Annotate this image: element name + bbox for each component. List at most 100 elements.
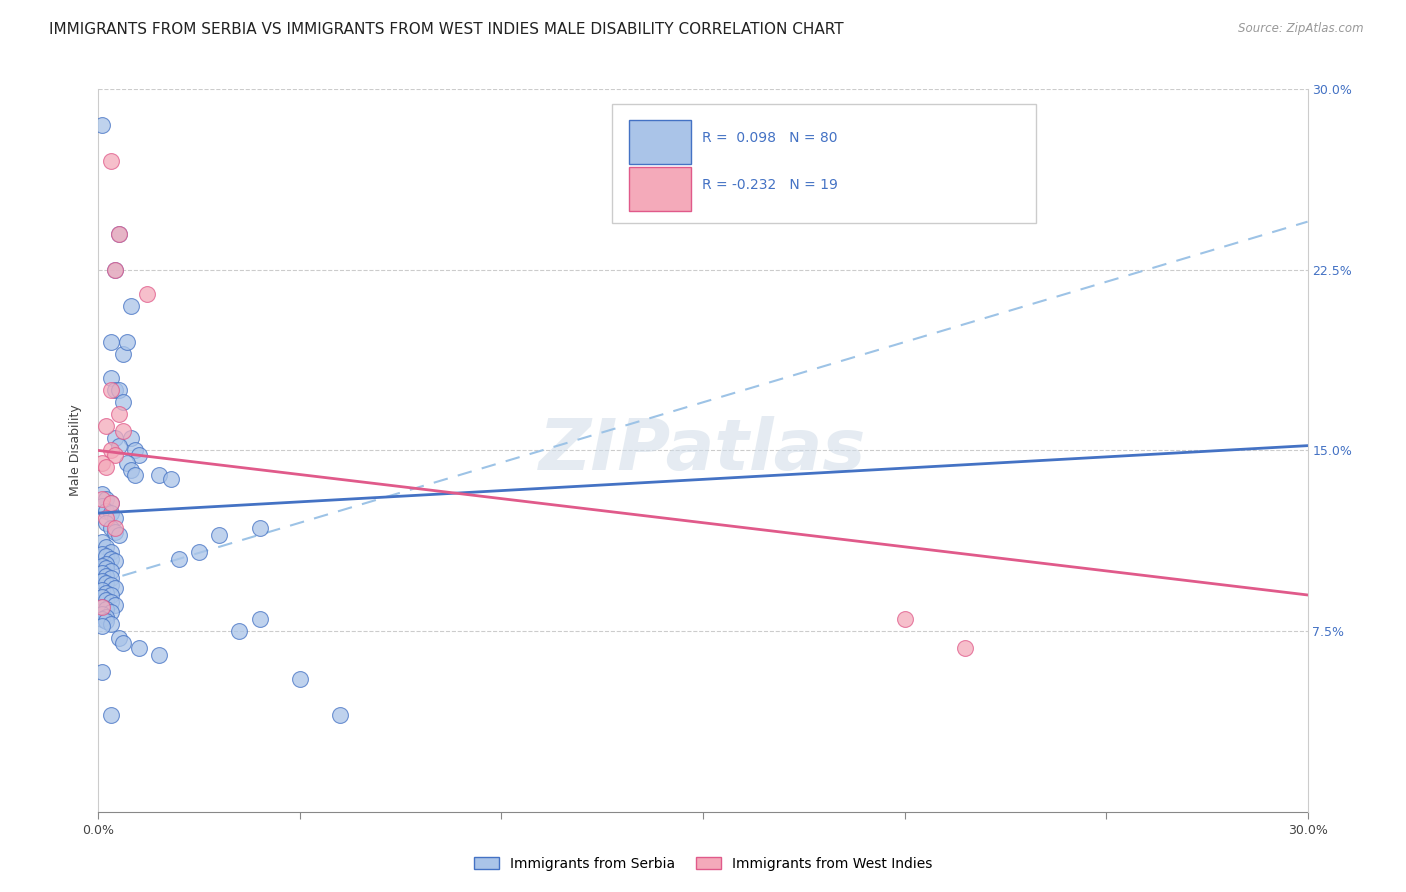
Point — [329, 708, 352, 723]
Point — [96, 549, 118, 564]
Point — [115, 334, 138, 349]
Point — [107, 527, 129, 541]
Point — [100, 595, 122, 609]
Point — [188, 544, 211, 558]
Point — [96, 460, 118, 475]
FancyBboxPatch shape — [630, 120, 690, 163]
Point — [124, 443, 146, 458]
Point — [228, 624, 250, 639]
Point — [111, 347, 134, 361]
Point — [160, 472, 183, 486]
Y-axis label: Male Disability: Male Disability — [69, 405, 83, 496]
Point — [100, 334, 122, 349]
Point — [96, 592, 118, 607]
Point — [96, 511, 118, 525]
Point — [96, 540, 118, 554]
Point — [91, 499, 114, 513]
Point — [100, 520, 122, 534]
Point — [91, 487, 114, 501]
Point — [893, 612, 915, 626]
Point — [91, 591, 114, 605]
Point — [111, 395, 134, 409]
Point — [100, 564, 122, 578]
Point — [111, 424, 134, 438]
Point — [100, 496, 122, 510]
Point — [103, 384, 125, 398]
Text: Source: ZipAtlas.com: Source: ZipAtlas.com — [1239, 22, 1364, 36]
Point — [100, 506, 122, 520]
Point — [100, 544, 122, 558]
Point — [103, 262, 125, 277]
Point — [208, 527, 231, 541]
Point — [148, 648, 170, 662]
Point — [91, 599, 114, 614]
Point — [953, 640, 976, 655]
Point — [91, 665, 114, 679]
Point — [96, 568, 118, 582]
Point — [100, 571, 122, 585]
Point — [96, 503, 118, 517]
Point — [103, 262, 125, 277]
Point — [148, 467, 170, 482]
Point — [96, 516, 118, 530]
Point — [100, 578, 122, 592]
Point — [120, 463, 142, 477]
Point — [249, 520, 271, 534]
Point — [96, 602, 118, 616]
Point — [103, 511, 125, 525]
Point — [100, 496, 122, 510]
Point — [100, 384, 122, 398]
Point — [96, 557, 118, 571]
Point — [120, 431, 142, 445]
Point — [107, 407, 129, 421]
Text: ZIPatlas: ZIPatlas — [540, 416, 866, 485]
Point — [100, 154, 122, 169]
Point — [91, 455, 114, 469]
Point — [100, 443, 122, 458]
Point — [100, 616, 122, 631]
Point — [107, 632, 129, 646]
FancyBboxPatch shape — [630, 167, 690, 211]
Point — [115, 455, 138, 469]
Point — [91, 583, 114, 598]
Point — [91, 547, 114, 561]
Point — [96, 561, 118, 575]
Point — [100, 708, 122, 723]
Point — [103, 554, 125, 568]
Point — [100, 551, 122, 566]
Point — [107, 227, 129, 241]
Point — [107, 384, 129, 398]
Point — [91, 599, 114, 614]
Point — [91, 619, 114, 633]
Point — [96, 615, 118, 629]
Point — [128, 448, 150, 462]
Point — [103, 520, 125, 534]
Point — [128, 640, 150, 655]
Point — [91, 535, 114, 549]
Point — [107, 227, 129, 241]
Point — [100, 588, 122, 602]
Point — [91, 612, 114, 626]
Point — [91, 566, 114, 581]
Point — [100, 371, 122, 385]
Point — [103, 581, 125, 595]
Point — [91, 559, 114, 574]
Point — [96, 609, 118, 624]
Point — [96, 419, 118, 434]
Point — [96, 491, 118, 506]
Point — [167, 551, 190, 566]
Point — [96, 585, 118, 599]
Point — [103, 448, 125, 462]
Point — [91, 607, 114, 622]
Legend: Immigrants from Serbia, Immigrants from West Indies: Immigrants from Serbia, Immigrants from … — [468, 851, 938, 876]
Point — [249, 612, 271, 626]
Point — [288, 673, 311, 687]
FancyBboxPatch shape — [613, 103, 1035, 223]
Point — [135, 286, 157, 301]
Point — [100, 605, 122, 619]
Point — [120, 299, 142, 313]
Point — [103, 431, 125, 445]
Point — [107, 439, 129, 453]
Text: R =  0.098   N = 80: R = 0.098 N = 80 — [702, 130, 838, 145]
Point — [91, 574, 114, 588]
